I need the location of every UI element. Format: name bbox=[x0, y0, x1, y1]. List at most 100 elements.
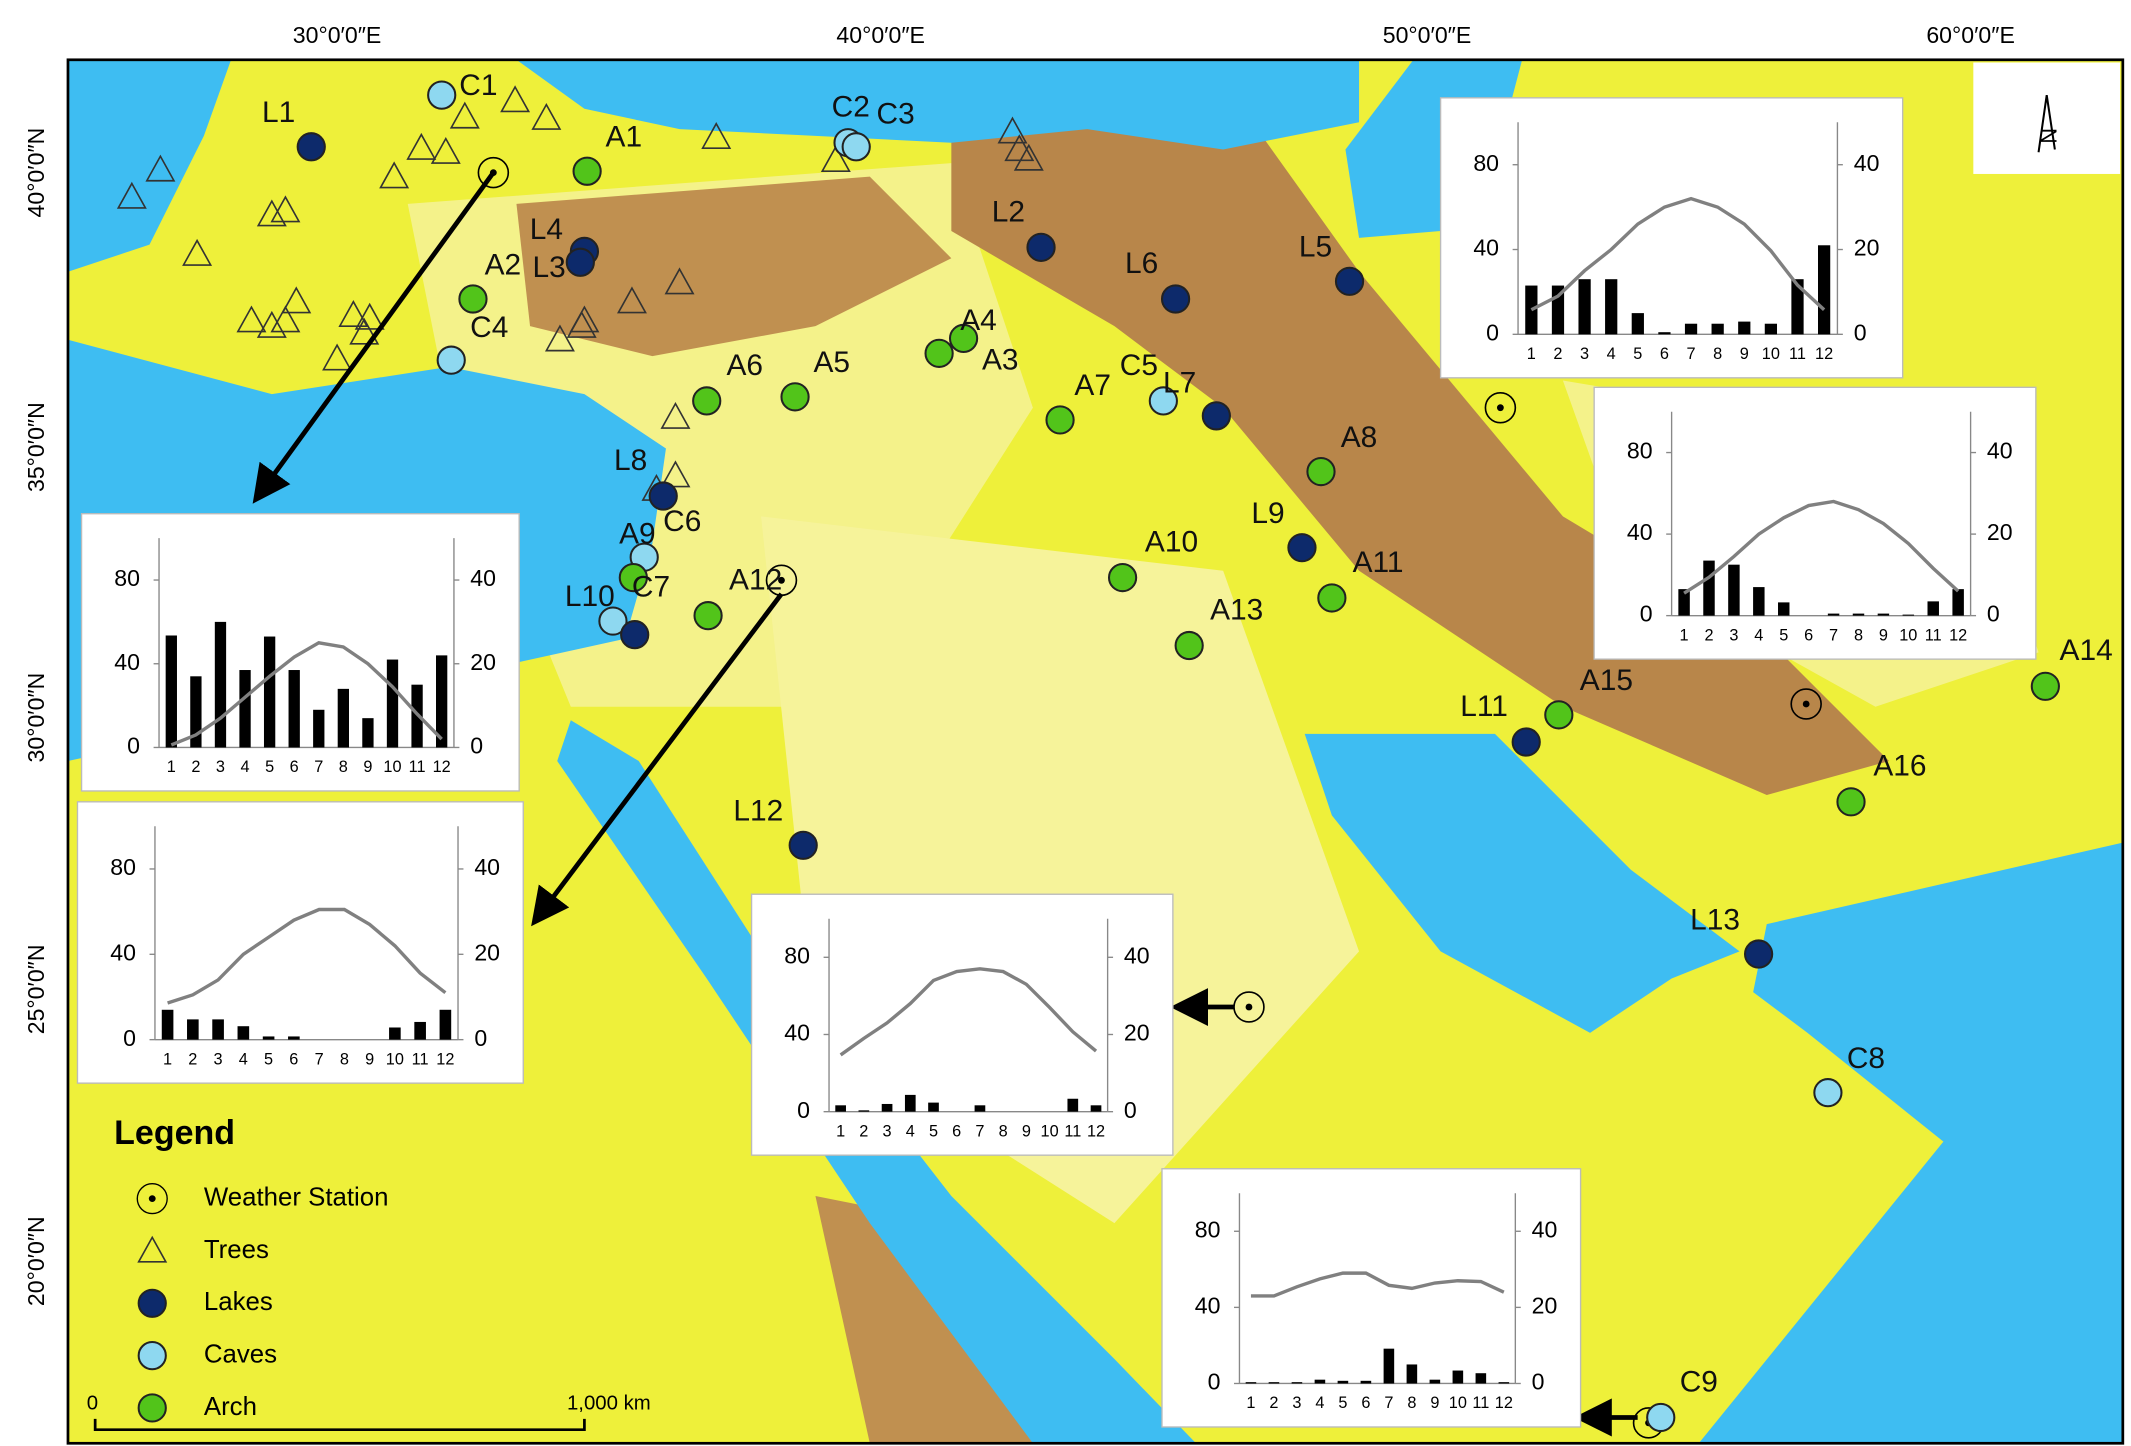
longitude-label: 60°0′0″E bbox=[1926, 22, 2015, 48]
tree-marker bbox=[349, 317, 380, 345]
x-tick-label: 6 bbox=[289, 1050, 298, 1068]
y2-tick-label: 40 bbox=[1532, 1216, 1558, 1242]
inset-frame bbox=[76, 801, 524, 1084]
site-marker bbox=[648, 481, 678, 511]
temperature-line bbox=[167, 907, 447, 1005]
site-marker bbox=[427, 80, 457, 110]
site-marker bbox=[1148, 386, 1178, 416]
x-tick-label: 1 bbox=[1527, 345, 1536, 363]
site-label: A2 bbox=[485, 248, 522, 281]
x-tick-label: 5 bbox=[1779, 626, 1788, 644]
site-marker bbox=[296, 132, 326, 162]
site-marker bbox=[692, 386, 722, 416]
x-tick-label: 11 bbox=[409, 758, 426, 776]
y2-tick-label: 0 bbox=[474, 1025, 487, 1051]
site-label: L1 bbox=[262, 96, 295, 129]
x-tick-label: 6 bbox=[1361, 1394, 1370, 1412]
bar bbox=[1817, 245, 1831, 335]
x-tick-label: 12 bbox=[436, 1050, 454, 1068]
site-label: C1 bbox=[459, 69, 497, 102]
bar bbox=[1452, 1370, 1464, 1384]
latitude-label: 20°0′0″N bbox=[23, 1216, 49, 1306]
tree-marker bbox=[322, 343, 353, 371]
temperature-line bbox=[1683, 499, 1960, 595]
x-tick-label: 7 bbox=[975, 1122, 984, 1140]
site-marker bbox=[1836, 787, 1866, 817]
tree-marker bbox=[116, 181, 147, 209]
tree-marker bbox=[354, 302, 385, 330]
x-tick-label: 1 bbox=[836, 1122, 845, 1140]
y-tick-label: 0 bbox=[127, 733, 140, 759]
tree-marker bbox=[664, 267, 695, 295]
site-marker bbox=[693, 601, 723, 631]
bar bbox=[212, 1019, 224, 1040]
arrow bbox=[252, 171, 496, 504]
latitude-label: 40°0′0″N bbox=[23, 128, 49, 218]
bar bbox=[190, 676, 202, 748]
tree-marker bbox=[660, 401, 691, 429]
tree-marker bbox=[137, 1235, 168, 1263]
y2-tick-label: 40 bbox=[470, 565, 496, 591]
bar bbox=[1703, 560, 1715, 616]
bar bbox=[1360, 1380, 1372, 1384]
bar bbox=[1852, 613, 1865, 616]
x-tick-label: 3 bbox=[1729, 626, 1738, 644]
x-tick-label: 11 bbox=[1925, 626, 1942, 644]
site-marker bbox=[1026, 232, 1056, 262]
bar bbox=[835, 1105, 846, 1112]
scale-label: 1,000 km bbox=[567, 1392, 651, 1414]
site-marker bbox=[1743, 939, 1774, 969]
site-label: A8 bbox=[1341, 421, 1378, 454]
site-label: C7 bbox=[632, 570, 670, 603]
site-marker bbox=[1160, 284, 1191, 314]
x-tick-label: 1 bbox=[1680, 626, 1689, 644]
legend-label: Lakes bbox=[204, 1288, 273, 1316]
y-tick-label: 80 bbox=[110, 854, 136, 880]
weather-station bbox=[1790, 688, 1822, 720]
tree-marker bbox=[270, 305, 301, 333]
x-tick-label: 2 bbox=[859, 1122, 868, 1140]
y-tick-label: 40 bbox=[1195, 1292, 1221, 1318]
x-tick-label: 8 bbox=[999, 1122, 1008, 1140]
bar bbox=[1711, 323, 1724, 335]
legend-symbol bbox=[136, 1183, 168, 1215]
temperature-line bbox=[1250, 1271, 1505, 1298]
tree-marker bbox=[338, 300, 369, 327]
tree-marker bbox=[531, 102, 562, 130]
site-label: C4 bbox=[470, 311, 508, 344]
site-label: C9 bbox=[1680, 1365, 1718, 1398]
inset-frame bbox=[1161, 1168, 1582, 1428]
site-marker bbox=[1511, 727, 1541, 757]
bar bbox=[1728, 564, 1740, 616]
tree-marker bbox=[566, 310, 597, 338]
site-marker bbox=[1045, 405, 1075, 435]
x-tick-label: 5 bbox=[265, 758, 274, 776]
bar bbox=[1902, 614, 1915, 616]
bar bbox=[1383, 1348, 1395, 1384]
legend-label: Weather Station bbox=[204, 1183, 389, 1211]
north-label: N bbox=[2036, 128, 2061, 144]
site-marker bbox=[1544, 700, 1574, 730]
x-tick-label: 2 bbox=[1269, 1394, 1278, 1412]
legend-label: Caves bbox=[204, 1340, 277, 1368]
bar bbox=[288, 1036, 300, 1040]
x-tick-label: 3 bbox=[1580, 345, 1589, 363]
longitude-label: 30°0′0″E bbox=[293, 22, 382, 48]
weather-station-dot bbox=[1245, 1003, 1253, 1011]
arabian-sea bbox=[1698, 842, 2123, 1444]
x-tick-label: 2 bbox=[1704, 626, 1713, 644]
tree-marker bbox=[1004, 134, 1035, 162]
site-marker bbox=[1306, 456, 1336, 487]
x-tick-label: 5 bbox=[1338, 1394, 1347, 1412]
x-tick-label: 2 bbox=[191, 758, 200, 776]
bar bbox=[904, 1094, 916, 1112]
bar bbox=[1927, 601, 1939, 616]
x-tick-label: 7 bbox=[1687, 345, 1696, 363]
bar bbox=[1952, 589, 1964, 616]
site-label: L4 bbox=[530, 213, 563, 246]
tree-marker bbox=[660, 460, 691, 488]
bar bbox=[263, 636, 276, 748]
bar bbox=[1337, 1380, 1349, 1384]
site-marker bbox=[1287, 533, 1317, 563]
bar bbox=[1067, 1098, 1079, 1112]
